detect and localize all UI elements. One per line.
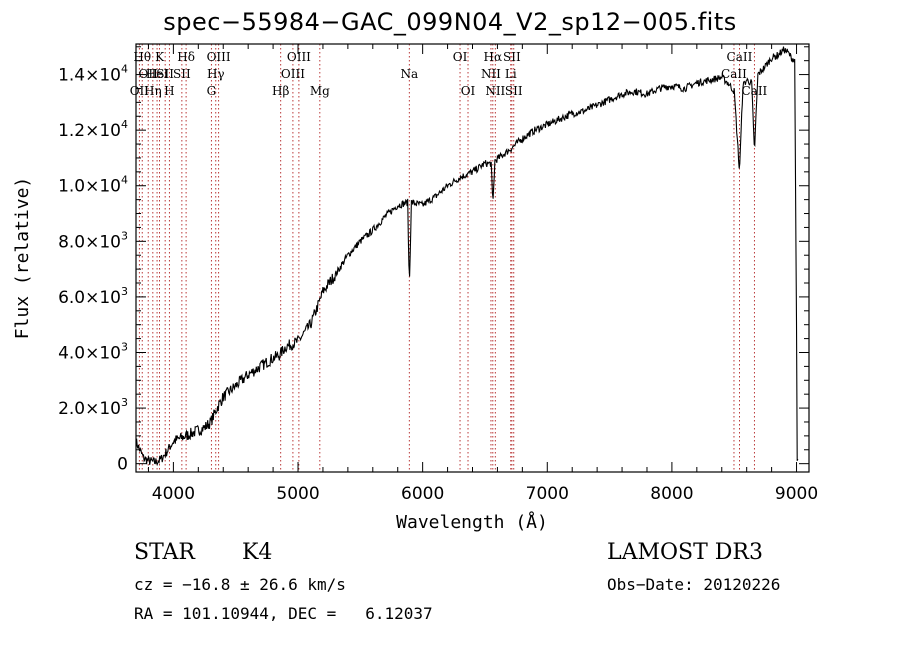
line-marker-label: OIII	[287, 50, 311, 64]
spectrum-series-line	[135, 46, 799, 466]
y-tick-label: 1.2×104	[58, 118, 128, 141]
line-marker-label: SII	[503, 50, 521, 64]
line-marker-label: Hγ	[207, 67, 225, 81]
object-class: STAR	[134, 540, 195, 565]
line-marker-label: NII	[481, 67, 501, 81]
line-marker-label-layer: OIIHθOIIHηHeIKSIIHHδSIIGHγOIIIHβOIIIOIII…	[130, 50, 768, 98]
y-axis-label: Flux (relative)	[12, 177, 33, 340]
line-marker-label: CaII	[721, 67, 747, 81]
line-marker-label: Hη	[144, 84, 162, 98]
line-marker-label: Na	[400, 67, 418, 81]
y-tick-label: 4.0×103	[58, 340, 128, 363]
x-tick-label: 6000	[401, 484, 444, 504]
x-tick-label: 5000	[276, 484, 319, 504]
plot-frame	[135, 43, 810, 473]
y-axis-ticks: 0 2.0×103 4.0×103 6.0×103 8.0×103 1.0×104 1.2×…	[58, 46, 809, 475]
y-tick-label: 8.0×103	[58, 229, 128, 252]
line-marker-label: K	[155, 50, 165, 64]
line-marker-label: SII	[173, 67, 191, 81]
line-marker-label: HeI	[146, 67, 169, 81]
line-marker-label: Hβ	[272, 84, 289, 98]
line-marker-label: Hα	[484, 50, 503, 64]
line-marker-label: OIII	[207, 50, 231, 64]
radec-text: RA = 101.10944, DEC = 6.12037	[134, 604, 433, 623]
line-marker-label: OIII	[281, 67, 305, 81]
line-marker-label: OI	[453, 50, 468, 64]
survey-label: LAMOST DR3	[607, 540, 763, 565]
line-marker-label: H	[164, 84, 174, 98]
obs-date-text: Obs−Date: 20120226	[607, 575, 781, 594]
x-tick-label: 9000	[775, 484, 818, 504]
y-tick-label: 0	[117, 455, 128, 475]
x-axis-ticks: 4000 5000 6000 7000 8000 9000	[147, 44, 818, 504]
line-marker-label: Mg	[310, 84, 330, 98]
line-marker-label: Li	[505, 67, 517, 81]
line-marker-label: Hδ	[177, 50, 195, 64]
y-tick-label: 1.0×104	[58, 174, 128, 197]
line-marker-label: CaII	[741, 84, 767, 98]
line-marker-layer	[138, 44, 755, 472]
line-marker-label: OII	[139, 67, 159, 81]
line-marker-label: SII	[505, 84, 523, 98]
line-marker-label: G	[207, 84, 217, 98]
y-tick-label: 1.4×104	[58, 63, 128, 86]
x-axis-label: Wavelength (Å)	[396, 511, 548, 533]
x-tick-label: 4000	[152, 484, 195, 504]
redshift-text: cz = −16.8 ± 26.6 km/s	[134, 575, 346, 594]
x-tick-label: 7000	[526, 484, 569, 504]
y-tick-label: 6.0×103	[58, 285, 128, 308]
line-marker-label: CaII	[727, 50, 753, 64]
line-marker-label: OI	[461, 84, 476, 98]
y-tick-label: 2.0×103	[58, 396, 128, 419]
x-tick-label: 8000	[650, 484, 693, 504]
line-marker-label: SII	[156, 67, 174, 81]
line-marker-label: NII	[485, 84, 505, 98]
chart-title: spec−55984−GAC_099N04_V2_sp12−005.fits	[163, 8, 737, 36]
object-subclass: K4	[242, 540, 273, 565]
line-marker-label: OII	[130, 84, 150, 98]
